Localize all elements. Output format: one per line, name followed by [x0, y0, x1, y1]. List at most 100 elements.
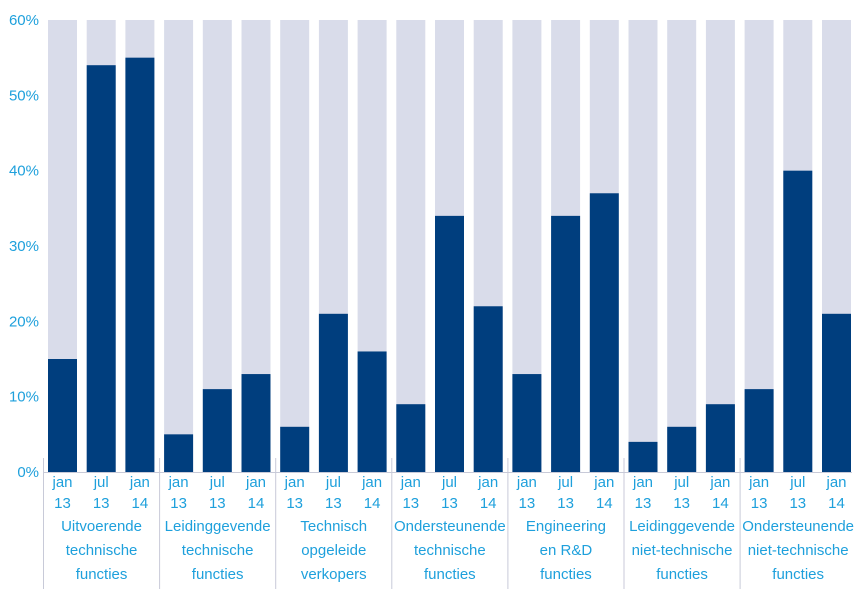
- bar-leidinggevende-niet-technische-functies-jul-13: [667, 426, 697, 472]
- bar-ondersteunende-niet-technische-functies-jul-13: [783, 170, 813, 472]
- y-tick-label-0: 0%: [17, 464, 39, 481]
- bar-leidinggevende-technische-functies-jan-13: [164, 434, 194, 472]
- x-tick-label: 13: [557, 495, 574, 512]
- x-tick-label: 13: [209, 495, 226, 512]
- bar-background: [705, 20, 735, 472]
- category-label: functies: [424, 566, 476, 583]
- bar-leidinggevende-niet-technische-functies-jan-14: [705, 404, 735, 472]
- bar-ondersteunende-technische-functies-jan-13: [396, 404, 426, 472]
- y-tick-label-6: 60%: [9, 12, 39, 29]
- bar-technisch-opgeleide-verkopers-jul-13: [318, 313, 348, 472]
- category-label: functies: [772, 566, 824, 583]
- x-tick-label: 13: [170, 495, 187, 512]
- y-axis: 0% 10% 20% 30% 40% 50% 60%: [9, 12, 39, 481]
- x-tick-label: jan: [168, 474, 189, 491]
- x-tick-label: 14: [712, 495, 729, 512]
- bar-background: [667, 20, 697, 472]
- y-tick-label-4: 40%: [9, 163, 39, 180]
- bars: [48, 20, 851, 473]
- x-tick-label: 14: [828, 495, 845, 512]
- bar-engineering-en-randd-functies-jan-13: [512, 374, 542, 472]
- bar-ondersteunende-technische-functies-jul-13: [435, 215, 464, 472]
- y-tick-label-1: 10%: [9, 389, 39, 406]
- x-tick-label: jan: [51, 474, 72, 491]
- bar-uitvoerende-technische-functies-jan-13: [48, 359, 77, 472]
- category-label: functies: [540, 566, 592, 583]
- category-label: Ondersteunende: [394, 518, 506, 535]
- y-tick-label-3: 30%: [9, 238, 39, 255]
- category-label: functies: [76, 566, 128, 583]
- x-tick-label: 13: [673, 495, 690, 512]
- bar-engineering-en-randd-functies-jul-13: [551, 215, 581, 472]
- bar-technisch-opgeleide-verkopers-jan-13: [280, 426, 310, 472]
- category-label: en R&D: [540, 542, 593, 559]
- category-label: Engineering: [526, 518, 606, 535]
- x-tick-label: 13: [325, 495, 342, 512]
- category-label: Technisch: [300, 518, 367, 535]
- x-tick-label: jul: [209, 474, 225, 491]
- x-tick-label: 13: [54, 495, 71, 512]
- bar-ondersteunende-technische-functies-jan-14: [473, 306, 503, 472]
- bar-background: [280, 20, 310, 472]
- bar-uitvoerende-technische-functies-jan-14: [125, 57, 155, 473]
- x-tick-label: jan: [129, 474, 150, 491]
- bar-leidinggevende-niet-technische-functies-jan-13: [628, 441, 658, 472]
- x-tick-label: jan: [593, 474, 614, 491]
- x-tick-label: 13: [93, 495, 110, 512]
- x-tick-label: jul: [673, 474, 689, 491]
- bar-background: [164, 20, 194, 472]
- category-label: Ondersteunende: [742, 518, 854, 535]
- category-label: functies: [656, 566, 708, 583]
- category-label: Uitvoerende: [61, 518, 142, 535]
- x-tick-label: 14: [248, 495, 265, 512]
- x-tick-label: jan: [825, 474, 846, 491]
- bar-leidinggevende-technische-functies-jan-14: [241, 374, 271, 472]
- category-label: verkopers: [301, 566, 367, 583]
- x-tick-label: 13: [519, 495, 536, 512]
- category-label: functies: [192, 566, 244, 583]
- bar-ondersteunende-niet-technische-functies-jan-13: [744, 389, 774, 472]
- category-label: technische: [182, 542, 254, 559]
- x-tick-label: jan: [245, 474, 266, 491]
- x-tick-label: 14: [480, 495, 497, 512]
- x-tick-label: jan: [709, 474, 730, 491]
- x-tick-label: jul: [441, 474, 457, 491]
- x-tick-label: 14: [132, 495, 149, 512]
- category-label: Leidinggevende: [165, 518, 271, 535]
- bar-engineering-en-randd-functies-jan-14: [589, 193, 619, 472]
- x-tick-label: jan: [400, 474, 421, 491]
- x-tick-label: jan: [748, 474, 769, 491]
- x-tick-label: 13: [286, 495, 303, 512]
- x-tick-label: jul: [325, 474, 341, 491]
- y-tick-label-2: 20%: [9, 313, 39, 330]
- category-label: niet-technische: [632, 542, 733, 559]
- x-tick-label: 13: [635, 495, 652, 512]
- x-tick-label: jan: [284, 474, 305, 491]
- x-tick-label: jan: [632, 474, 653, 491]
- x-tick-label: jan: [516, 474, 537, 491]
- category-label: opgeleide: [301, 542, 366, 559]
- x-tick-label: jan: [477, 474, 498, 491]
- category-label: Leidinggevende: [629, 518, 735, 535]
- y-tick-label-5: 50%: [9, 87, 39, 104]
- x-tick-label: jan: [361, 474, 382, 491]
- bar-technisch-opgeleide-verkopers-jan-14: [357, 351, 387, 472]
- bar-background: [628, 20, 658, 472]
- x-tick-label: 13: [789, 495, 806, 512]
- category-label: niet-technische: [748, 542, 849, 559]
- x-tick-label: jul: [789, 474, 805, 491]
- x-tick-label: jul: [93, 474, 109, 491]
- category-label: technische: [66, 542, 138, 559]
- category-label: technische: [414, 542, 486, 559]
- x-tick-label: jul: [557, 474, 573, 491]
- x-tick-label: 13: [402, 495, 419, 512]
- bar-background: [396, 20, 426, 472]
- bar-leidinggevende-technische-functies-jul-13: [202, 389, 232, 472]
- x-tick-label: 14: [364, 495, 381, 512]
- bar-ondersteunende-niet-technische-functies-jan-14: [822, 313, 851, 472]
- bar-uitvoerende-technische-functies-jul-13: [86, 65, 116, 472]
- x-axis: jan 13 jul 13 jan 14 Uitvoerende technische func…: [43, 458, 854, 589]
- x-tick-label: 14: [596, 495, 613, 512]
- x-tick-label: 13: [751, 495, 768, 512]
